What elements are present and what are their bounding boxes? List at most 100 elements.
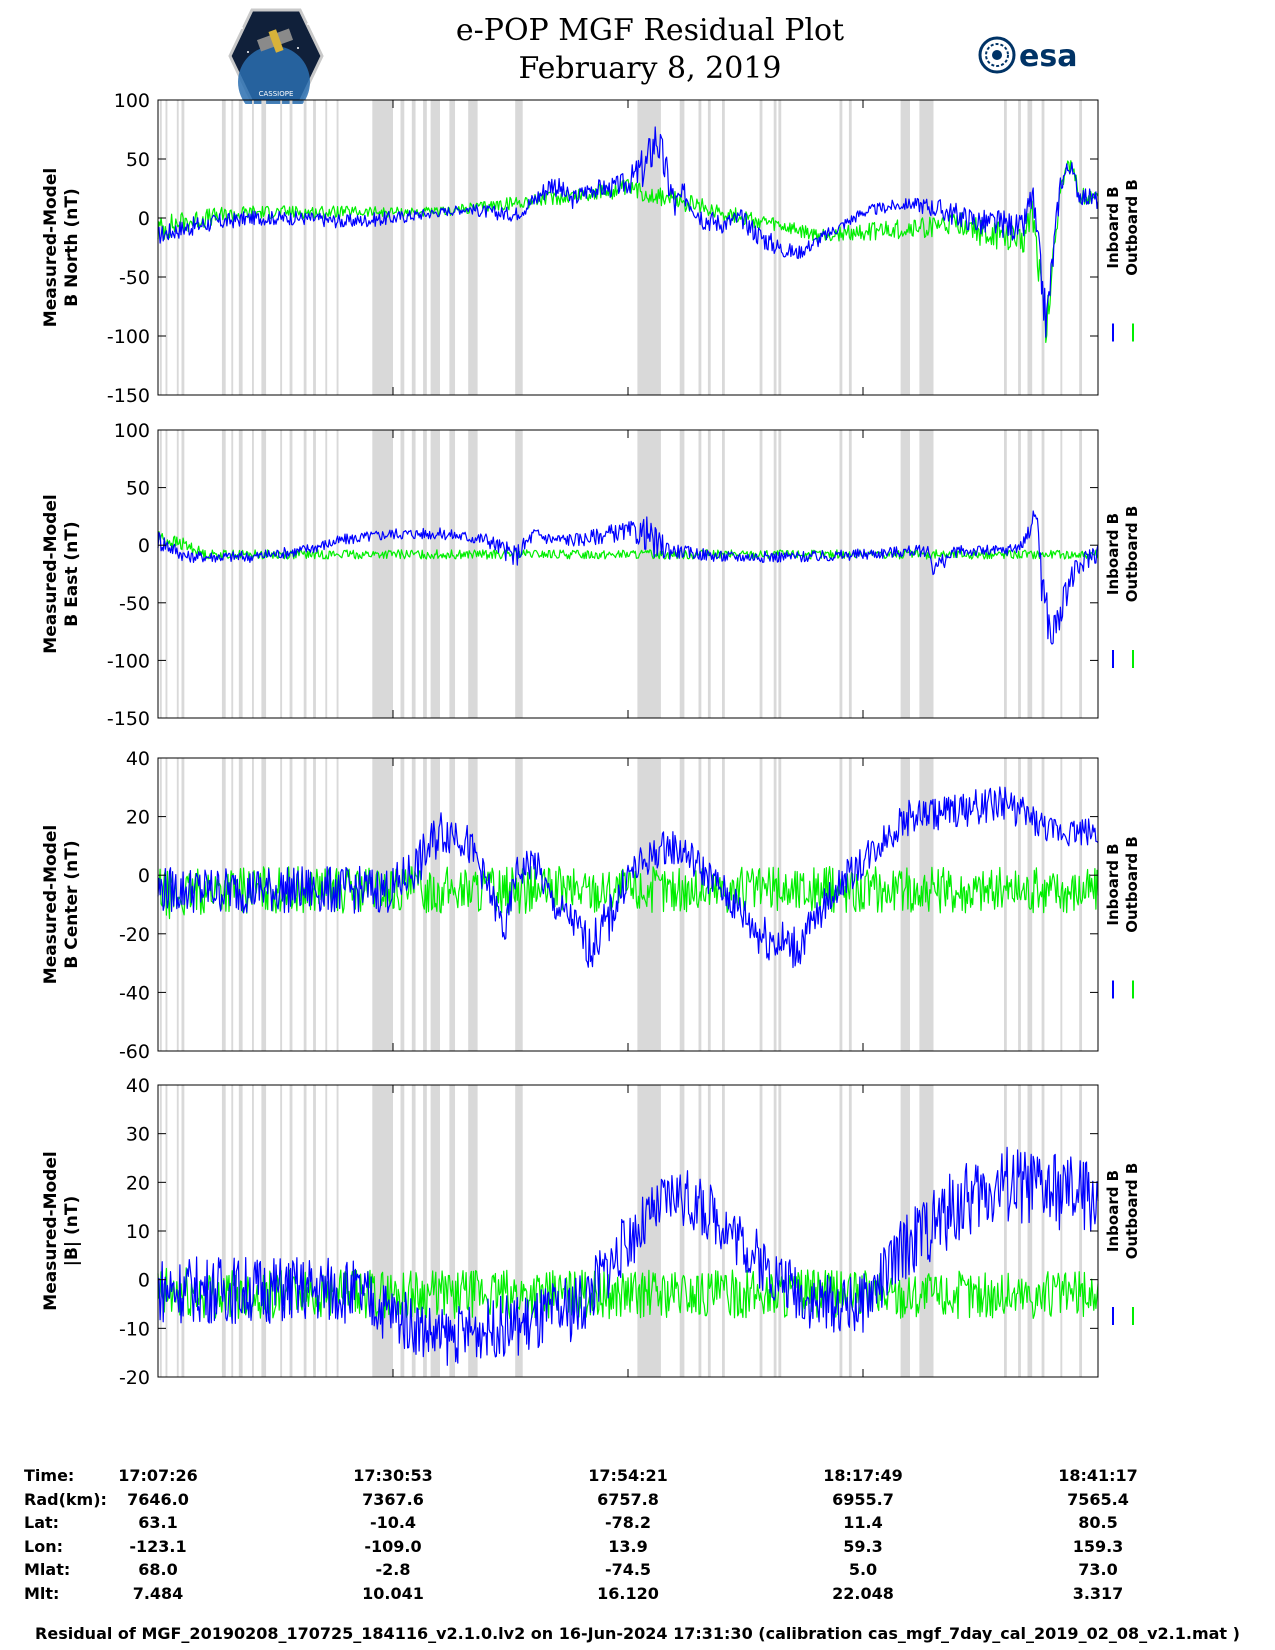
gap-band bbox=[515, 100, 523, 395]
gap-band bbox=[423, 430, 427, 718]
y-tick-label: 20 bbox=[126, 807, 150, 829]
info-row-value: 6955.7 bbox=[832, 1489, 894, 1509]
gap-band bbox=[400, 758, 405, 1051]
gap-band bbox=[261, 430, 267, 718]
info-row-label: Lat: bbox=[24, 1513, 60, 1532]
gap-band bbox=[325, 1085, 328, 1377]
y-tick-label: -100 bbox=[107, 650, 150, 672]
gap-band bbox=[1079, 100, 1083, 395]
outboard-series-line bbox=[157, 865, 1099, 920]
gap-band bbox=[773, 1085, 777, 1377]
gap-band bbox=[1018, 758, 1021, 1051]
info-row-value: 68.0 bbox=[138, 1560, 178, 1579]
gap-band bbox=[449, 1085, 456, 1377]
panel-2: 100 50 0 -50 -100 -150 Measured-ModelB East (n… bbox=[41, 420, 1141, 730]
gap-band bbox=[637, 430, 661, 718]
axes-frame bbox=[157, 99, 1099, 396]
gap-band bbox=[698, 1085, 702, 1377]
gap-band bbox=[252, 1085, 254, 1377]
gap-band bbox=[336, 430, 339, 718]
gap-band bbox=[313, 100, 316, 395]
legend: Inboard B Outboard B bbox=[1104, 1163, 1141, 1325]
info-row-label: Mlat: bbox=[24, 1560, 71, 1579]
gap-band bbox=[221, 430, 226, 718]
axes-frame bbox=[157, 429, 1099, 719]
gap-band bbox=[252, 430, 254, 718]
esa-logo-icon: esa bbox=[978, 36, 1077, 74]
y-axis-label-line: B East (nT) bbox=[62, 521, 82, 626]
y-axis-label: Measured-ModelB East (nT) bbox=[41, 494, 82, 653]
gap-band bbox=[325, 758, 328, 1051]
gap-band bbox=[468, 430, 478, 718]
gap-band bbox=[1041, 430, 1045, 718]
gap-band bbox=[1060, 430, 1063, 718]
legend-inboard-label: Inboard B bbox=[1104, 513, 1122, 595]
gap-band bbox=[238, 100, 243, 395]
gap-band bbox=[159, 430, 162, 718]
y-axis-label-line: Measured-Model bbox=[41, 1151, 61, 1310]
gap-band bbox=[289, 100, 293, 395]
info-row-value: 73.0 bbox=[1078, 1560, 1118, 1579]
gap-band bbox=[372, 430, 393, 718]
y-tick-label: 30 bbox=[126, 1124, 150, 1146]
gap-band bbox=[313, 430, 316, 718]
gap-band bbox=[238, 1085, 243, 1377]
gap-band bbox=[181, 758, 185, 1051]
gap-band bbox=[698, 430, 702, 718]
y-axis-label-line: B North (nT) bbox=[62, 188, 82, 307]
gap-band bbox=[165, 430, 168, 718]
info-row-value: -123.1 bbox=[129, 1536, 187, 1556]
y-axis-label-line: Measured-Model bbox=[41, 168, 61, 327]
info-row-value: 7367.6 bbox=[362, 1489, 424, 1509]
gap-band bbox=[1004, 1085, 1007, 1377]
gap-band bbox=[778, 1085, 782, 1377]
info-row: Mlat: 68.0 -2.8 -74.5 5.0 73.0 bbox=[0, 1560, 1275, 1584]
info-row-value: -2.8 bbox=[375, 1560, 411, 1579]
gap-band bbox=[165, 100, 168, 395]
gap-band bbox=[759, 1085, 763, 1377]
y-tick-label: 0 bbox=[138, 535, 150, 557]
gap-band bbox=[176, 100, 179, 395]
gap-band bbox=[400, 100, 405, 395]
gap-band bbox=[400, 1085, 405, 1377]
y-axis-label-line: |B| (nT) bbox=[62, 1196, 82, 1267]
gap-band bbox=[1004, 430, 1007, 718]
gap-band bbox=[411, 758, 416, 1051]
gap-band bbox=[778, 430, 782, 718]
inboard-series-line bbox=[157, 126, 1099, 338]
gap-band bbox=[400, 430, 405, 718]
gap-band bbox=[759, 430, 763, 718]
gap-band bbox=[1004, 758, 1007, 1051]
y-tick-label: 40 bbox=[126, 748, 150, 770]
gap-band bbox=[707, 1085, 711, 1377]
inboard-series-line bbox=[157, 786, 1099, 969]
y-tick-label: 10 bbox=[126, 1221, 150, 1243]
orbit-info-table: Time: 17:07:26 17:30:53 17:54:21 18:17:49 18:… bbox=[0, 1466, 1275, 1616]
legend: Inboard B Outboard B bbox=[1104, 836, 1141, 999]
inboard-series-line bbox=[157, 1146, 1099, 1366]
gap-band bbox=[303, 1085, 307, 1377]
gap-band bbox=[468, 1085, 478, 1377]
info-row-value: -10.4 bbox=[369, 1513, 417, 1532]
y-axis-label-line: B Center (nT) bbox=[62, 840, 82, 968]
gap-band bbox=[1041, 1085, 1045, 1377]
info-row-value: 5.0 bbox=[848, 1560, 878, 1579]
gap-band bbox=[430, 1085, 440, 1377]
gap-band bbox=[679, 430, 685, 718]
gap-band bbox=[231, 430, 234, 718]
info-row-value: 7646.0 bbox=[127, 1489, 189, 1509]
y-tick-label: -20 bbox=[119, 1367, 150, 1389]
gap-band bbox=[411, 100, 416, 395]
info-row-value: -78.2 bbox=[604, 1513, 652, 1532]
info-row-label: Lon: bbox=[24, 1536, 63, 1556]
gap-band bbox=[1060, 100, 1063, 395]
gap-band bbox=[261, 758, 267, 1051]
gap-band bbox=[722, 100, 725, 395]
gap-band bbox=[231, 758, 234, 1051]
y-tick-label: 20 bbox=[126, 1172, 150, 1194]
gap-band bbox=[637, 758, 661, 1051]
y-axis-label: Measured-ModelB Center (nT) bbox=[41, 825, 82, 984]
gap-band bbox=[411, 1085, 416, 1377]
y-tick-label: -150 bbox=[107, 708, 150, 730]
